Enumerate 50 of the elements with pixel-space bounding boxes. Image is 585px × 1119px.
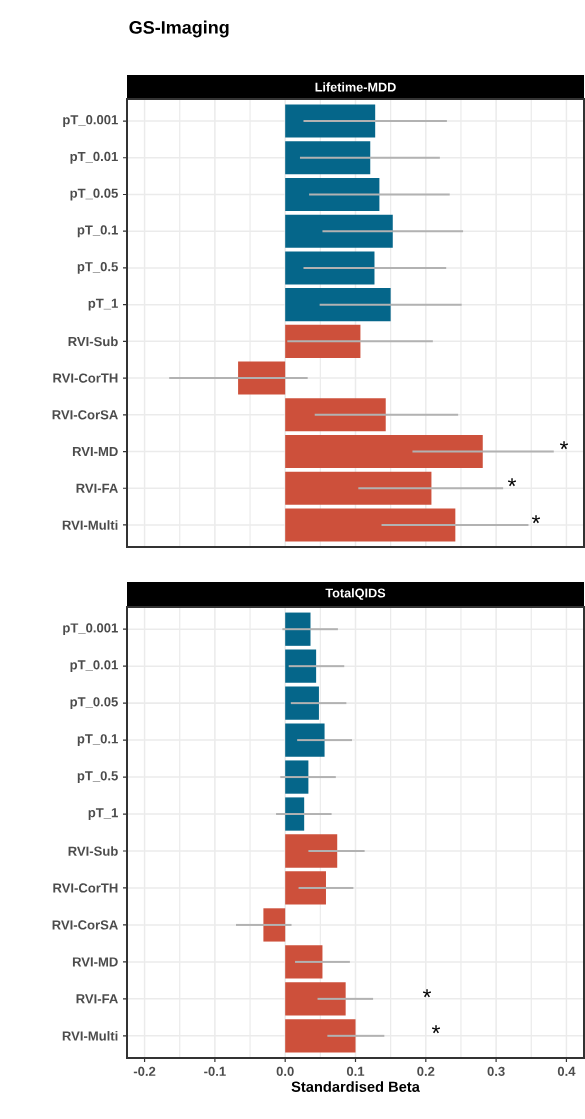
y-tick-label: RVI-Multi <box>62 520 118 530</box>
bar <box>285 1019 356 1053</box>
y-tick-label: RVI-Sub <box>68 336 118 347</box>
y-tick-label: pT_0.5 <box>77 771 118 783</box>
bar <box>285 508 456 542</box>
y-tick-label: pT_0.1 <box>77 225 118 238</box>
bar <box>285 435 483 469</box>
y-tick-label: pT_0.01 <box>70 660 118 673</box>
annotation: * <box>559 441 569 450</box>
y-tick-label: RVI-CorSA <box>52 920 118 930</box>
y-tick-label: pT_0.05 <box>70 697 118 710</box>
y-tick-label: RVI-MD <box>72 447 118 457</box>
y-tick-label: pT_1 <box>88 808 118 820</box>
y-tick-label: RVI-CorTH <box>53 373 118 383</box>
bar <box>285 760 309 794</box>
y-tick-label: RVI-CorSA <box>52 410 118 420</box>
annotation: * <box>507 478 517 487</box>
chart-subtitle: TotalQIDS <box>325 588 386 600</box>
y-tick-label: pT_0.05 <box>70 188 118 201</box>
y-tick-label: RVI-MD <box>72 957 118 967</box>
y-tick-label: pT_0.01 <box>70 151 118 164</box>
y-tick-label: pT_0.001 <box>63 115 118 127</box>
annotation: * <box>422 989 432 998</box>
bar <box>285 982 346 1016</box>
y-tick-label: RVI-Sub <box>68 846 118 856</box>
annotation: * <box>431 1025 441 1034</box>
x-tick-label: 0.0 <box>276 1066 294 1076</box>
y-tick-label: pT_0.5 <box>77 262 118 274</box>
y-tick-label: pT_0.1 <box>77 734 118 747</box>
x-axis-title: Standardised Beta <box>291 1081 420 1092</box>
bar <box>285 612 311 646</box>
y-tick-label: pT_1 <box>88 298 118 311</box>
x-tick-label: -0.1 <box>204 1066 226 1076</box>
y-tick-label: pT_0.001 <box>63 623 118 636</box>
bar <box>263 908 286 942</box>
y-tick-label: RVI-FA <box>76 994 118 1004</box>
bar <box>238 361 286 395</box>
y-tick-label: RVI-Multi <box>62 1031 118 1041</box>
annotation: * <box>531 515 541 524</box>
y-tick-label: RVI-CorTH <box>53 883 118 893</box>
x-tick-label: 0.4 <box>557 1066 576 1076</box>
x-tick-label: 0.3 <box>487 1066 505 1076</box>
x-tick-label: 0.2 <box>417 1066 435 1076</box>
y-tick-label: RVI-FA <box>76 483 118 493</box>
chart-title: GS-Imaging <box>129 20 229 38</box>
x-tick-label: 0.1 <box>346 1066 365 1076</box>
bar <box>285 797 305 831</box>
bar <box>285 471 432 505</box>
x-tick-label: -0.2 <box>133 1066 156 1076</box>
chart-subtitle: Lifetime-MDD <box>315 82 396 92</box>
